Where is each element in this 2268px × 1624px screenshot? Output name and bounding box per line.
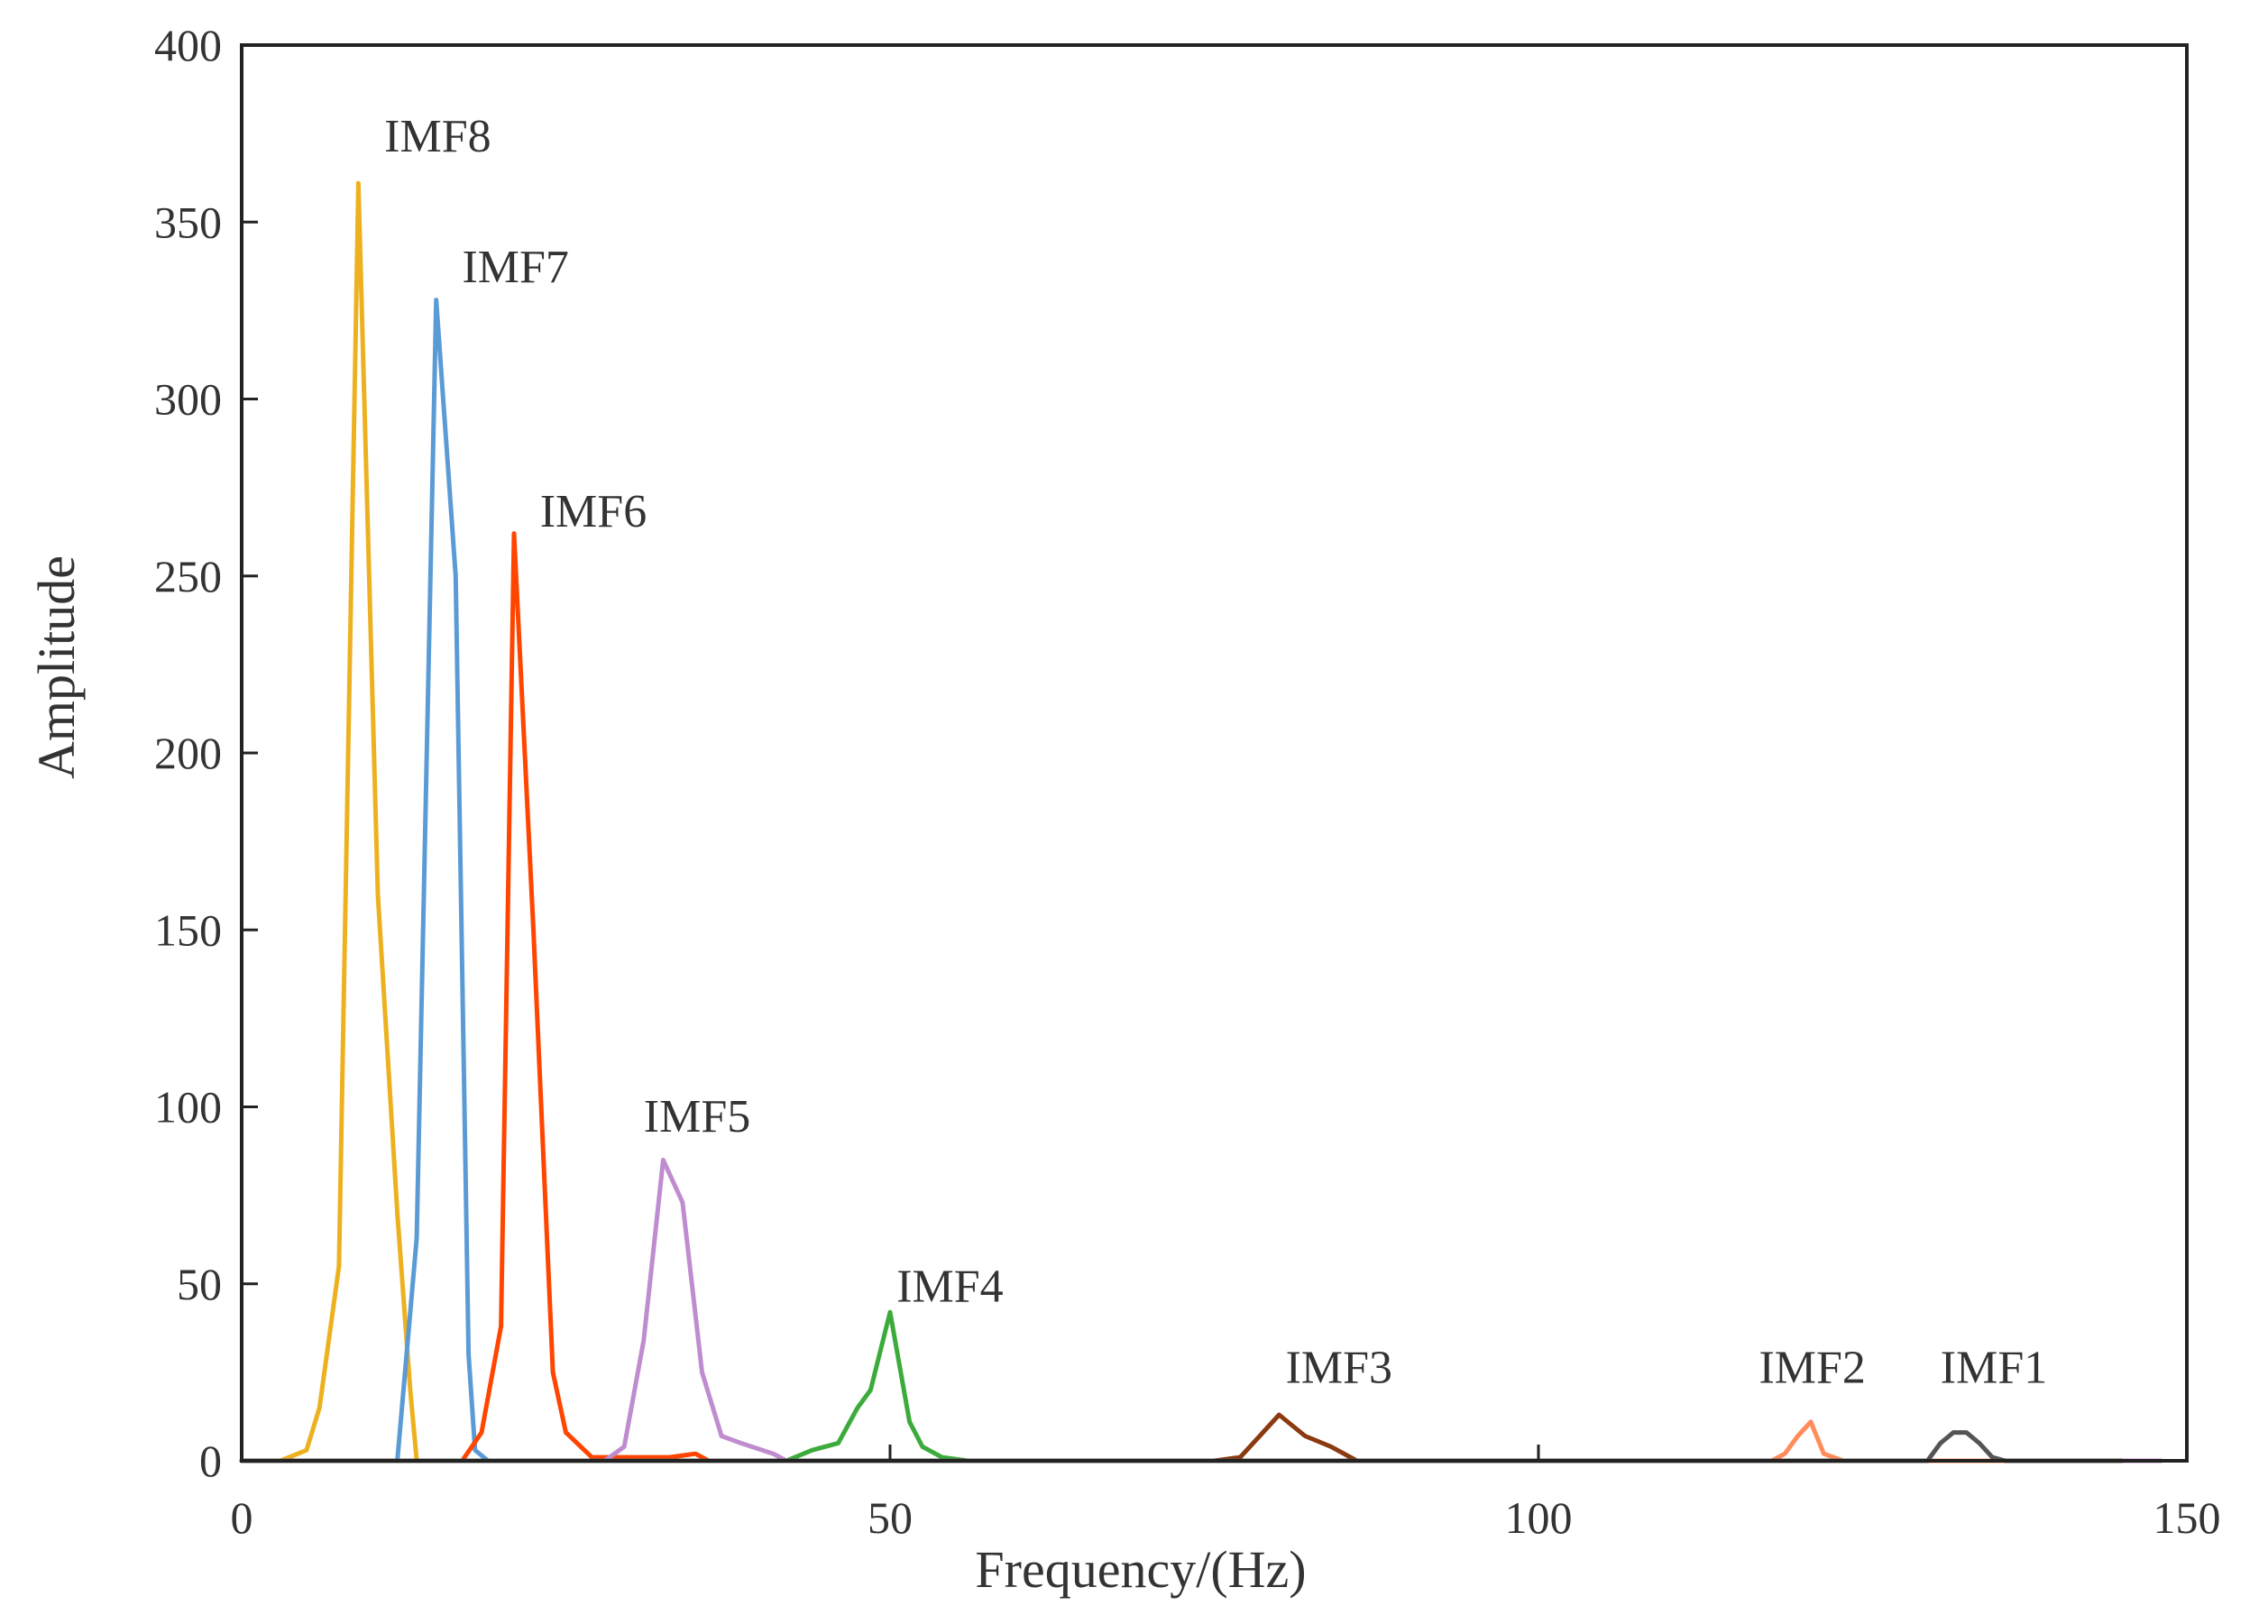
x-tick-label: 0 [231,1492,253,1543]
y-tick-label: 0 [199,1436,222,1486]
x-axis-title: Frequency/(Hz) [975,1540,1306,1599]
x-tick-label: 100 [1505,1492,1573,1543]
series-line-imf7 [278,298,2125,1463]
y-tick-label: 250 [154,551,222,601]
y-tick-label: 350 [154,197,222,247]
labels-layer: IMF8 IMF7 IMF6 IMF5 IMF4 IMF3 IMF2 IMF1 [384,111,2047,1394]
series-label-imf8: IMF8 [384,111,491,162]
series-label-imf1: IMF1 [1941,1343,2047,1394]
y-tick-label: 150 [154,904,222,955]
series-label-imf7: IMF7 [462,242,568,293]
series-line-imf6 [239,531,2163,1463]
x-tick-label: 150 [2153,1492,2221,1543]
series-label-imf5: IMF5 [644,1091,750,1142]
series-line-imf2 [239,1419,2125,1463]
series-label-imf6: IMF6 [540,486,647,537]
series-label-imf3: IMF3 [1286,1343,1392,1394]
y-tick-label: 100 [154,1082,222,1133]
y-tick-label: 300 [154,374,222,425]
series-line-imf1 [239,1430,2125,1463]
y-axis-title: Amplitude [27,555,86,779]
y-tick-label: 200 [154,728,222,778]
y-tick-label: 50 [177,1259,222,1309]
series-line-imf8 [239,180,893,1463]
series-line-imf3 [239,1412,2125,1463]
x-tick-label: 50 [868,1492,913,1543]
ticks-layer: 0 50 100 150 0 50 100 150 200 250 300 350 400 [154,20,2221,1543]
series-layer [239,180,2163,1463]
series-label-imf4: IMF4 [896,1261,1003,1312]
y-tick-label: 400 [154,20,222,70]
series-label-imf2: IMF2 [1758,1343,1865,1394]
